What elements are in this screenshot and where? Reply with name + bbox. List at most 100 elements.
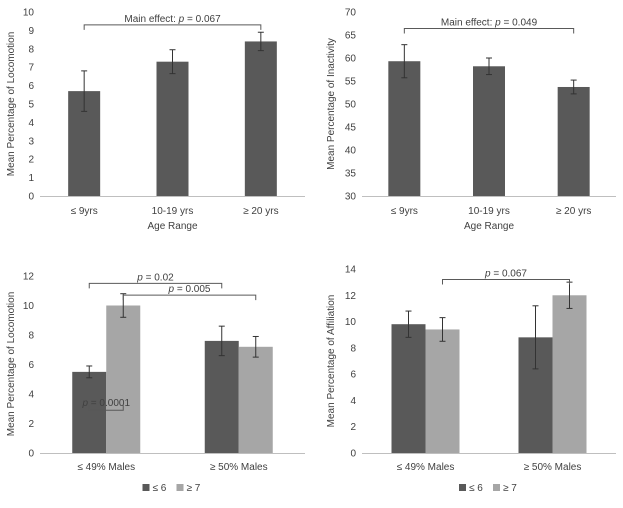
y-tick-label: 60 xyxy=(345,54,357,65)
annot-p: p xyxy=(494,18,501,29)
x-tick-label: ≥ 20 yrs xyxy=(556,206,592,217)
y-axis-title: Mean Percentage of Locomotion xyxy=(6,32,17,177)
annot-suffix: = 0.005 xyxy=(174,284,211,295)
y-tick-label: 8 xyxy=(28,331,34,342)
bar xyxy=(204,340,239,453)
y-tick-label: 4 xyxy=(350,396,356,407)
y-tick-label: 8 xyxy=(28,44,34,55)
significance-bracket xyxy=(122,294,257,301)
y-tick-label: 6 xyxy=(28,81,34,92)
annot-suffix: = 0.02 xyxy=(143,272,174,283)
x-tick-label: 10-19 yrs xyxy=(152,206,194,217)
y-tick-label: 12 xyxy=(23,272,35,283)
y-tick-label: 0 xyxy=(28,192,34,203)
bar xyxy=(391,324,426,453)
significance-label: Main effect: p = 0.067 xyxy=(124,14,221,25)
y-tick-label: 7 xyxy=(28,63,34,74)
bar xyxy=(552,295,587,453)
significance-bracket xyxy=(442,279,570,285)
significance-label: p = 0.02 xyxy=(136,272,174,283)
x-tick-label: ≤ 9yrs xyxy=(391,206,418,217)
legend-swatch xyxy=(142,484,150,491)
y-tick-label: 65 xyxy=(345,31,357,42)
significance-bracket xyxy=(83,24,262,30)
y-tick-label: 12 xyxy=(345,291,357,302)
annot-p: p xyxy=(484,269,491,280)
y-tick-label: 9 xyxy=(28,26,34,37)
x-axis-title: Age Range xyxy=(464,221,514,232)
significance-bracket xyxy=(403,28,575,34)
y-tick-label: 3 xyxy=(28,136,34,147)
chart-panel-top-left: 0 1 2 3 4 5 6 7 8 9 10 ≤ 9yrs 10-19 yrs ≥ 20 yrs Mean … xyxy=(6,8,305,232)
legend-swatch xyxy=(493,484,500,491)
y-axis-title: Mean Percentage of Affiliation xyxy=(326,295,337,428)
x-tick-label: ≥ 50% Males xyxy=(210,462,268,473)
significance-label: Main effect: p = 0.049 xyxy=(441,18,538,29)
y-tick-label: 2 xyxy=(350,422,356,433)
bar xyxy=(106,305,141,453)
x-tick-label: ≤ 49% Males xyxy=(397,462,455,473)
x-tick-label: ≥ 50% Males xyxy=(524,462,582,473)
significance-label: p = 0.0001 xyxy=(81,398,130,409)
y-tick-label: 2 xyxy=(28,419,34,430)
significance-bracket xyxy=(88,405,124,411)
annot-suffix: = 0.049 xyxy=(501,18,538,29)
y-tick-label: 10 xyxy=(23,301,35,312)
bar xyxy=(244,41,277,196)
annot-prefix: Main effect: xyxy=(441,18,495,29)
legend-label: ≤ 6 xyxy=(153,483,167,494)
annot-suffix: = 0.0001 xyxy=(88,398,130,409)
y-tick-label: 30 xyxy=(345,192,357,203)
y-tick-label: 14 xyxy=(345,265,357,276)
significance-label: p = 0.067 xyxy=(484,269,527,280)
y-tick-label: 6 xyxy=(350,370,356,381)
chart-panel-bottom-right: 0 2 4 6 8 10 12 14 ≤ 49% Males ≥ 50% Males Mean Pe… xyxy=(326,265,616,494)
annot-suffix: = 0.067 xyxy=(184,14,221,25)
y-tick-label: 40 xyxy=(345,146,357,157)
significance-label: p = 0.005 xyxy=(168,284,211,295)
y-tick-label: 70 xyxy=(345,8,357,19)
x-tick-label: ≤ 49% Males xyxy=(77,462,135,473)
bar xyxy=(388,61,421,196)
y-tick-label: 50 xyxy=(345,100,357,111)
legend-label: ≤ 6 xyxy=(469,483,483,494)
bar xyxy=(156,61,189,197)
chart-panel-top-right: 30 35 40 45 50 55 60 65 70 ≤ 9yrs 10-19 yrs ≥ 20 yr… xyxy=(326,8,616,232)
x-axis-title: Age Range xyxy=(147,221,197,232)
legend-swatch xyxy=(459,484,466,491)
annot-p: p xyxy=(136,272,143,283)
bar xyxy=(238,346,273,453)
legend-swatch xyxy=(176,484,184,491)
y-axis-title: Mean Percentage of Locomotion xyxy=(6,292,17,437)
significance-bracket xyxy=(88,282,223,289)
bar xyxy=(473,66,505,196)
y-tick-label: 6 xyxy=(28,360,34,371)
y-tick-label: 5 xyxy=(28,100,34,111)
bar xyxy=(557,86,590,196)
y-tick-label: 2 xyxy=(28,155,34,166)
y-tick-label: 45 xyxy=(345,123,357,134)
y-tick-label: 55 xyxy=(345,77,357,88)
y-tick-label: 10 xyxy=(345,317,357,328)
legend-label: ≥ 7 xyxy=(503,483,517,494)
y-tick-label: 4 xyxy=(28,390,34,401)
x-tick-label: ≤ 9yrs xyxy=(71,206,98,217)
annot-suffix: = 0.067 xyxy=(491,269,528,280)
y-tick-label: 35 xyxy=(345,169,357,180)
legend-label: ≥ 7 xyxy=(187,483,201,494)
annot-p: p xyxy=(81,398,88,409)
y-tick-label: 0 xyxy=(28,449,34,460)
y-tick-label: 10 xyxy=(23,8,35,19)
y-tick-label: 4 xyxy=(28,118,34,129)
annot-p: p xyxy=(168,284,175,295)
x-tick-label: ≥ 20 yrs xyxy=(243,206,279,217)
annot-prefix: Main effect: xyxy=(124,14,178,25)
bar xyxy=(425,329,460,453)
y-tick-label: 0 xyxy=(350,449,356,460)
y-axis-title: Mean Percentage of Inactivity xyxy=(326,38,337,170)
annot-p: p xyxy=(178,14,185,25)
x-tick-label: 10-19 yrs xyxy=(468,206,510,217)
chart-panel-bottom-left: 0 2 4 6 8 10 12 ≤ 49% Males ≥ 50% Males Mean Perc… xyxy=(6,272,305,494)
y-tick-label: 1 xyxy=(28,173,34,184)
